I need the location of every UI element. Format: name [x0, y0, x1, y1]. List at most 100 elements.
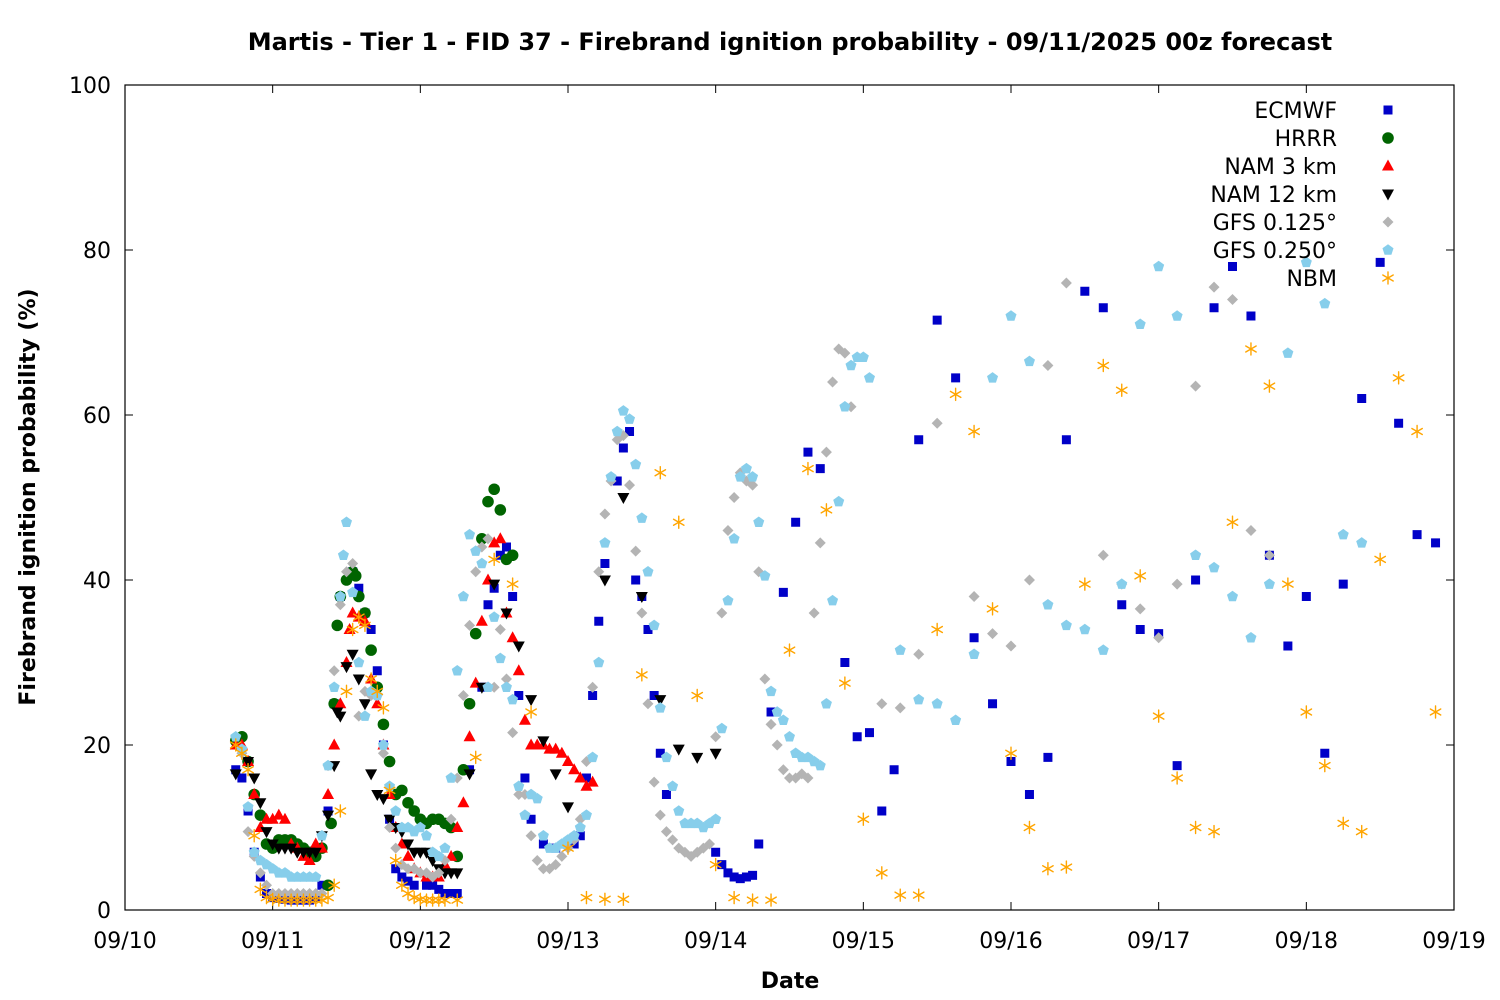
data-point-nbm [1245, 342, 1257, 356]
data-point-nam-3-km [463, 730, 476, 742]
data-point-nam-3-km [272, 808, 285, 820]
data-point-gfs-0-125 [384, 822, 396, 833]
data-point-gfs-0-125 [531, 855, 543, 866]
data-point-ecmwf [1024, 790, 1034, 799]
data-point-ecmwf [428, 880, 438, 890]
data-point-gfs-0-125 [667, 834, 679, 846]
data-point-nbm [426, 893, 439, 907]
data-point-ecmwf [889, 765, 899, 775]
data-point-ecmwf [618, 443, 628, 453]
data-point-nam-3-km [549, 742, 562, 754]
data-point-nam-3-km [580, 779, 593, 791]
data-point-gfs-0-250 [340, 516, 353, 527]
data-point-gfs-0-250 [863, 372, 875, 383]
data-point-nam-12-km [229, 769, 242, 781]
x-tick-label: 09/13 [536, 929, 599, 954]
data-point-nbm [1226, 515, 1239, 529]
data-point-nbm [389, 853, 402, 868]
data-point-ecmwf [1246, 311, 1256, 321]
data-point-gfs-0-125 [704, 838, 716, 850]
data-point-hrrr [494, 504, 507, 516]
data-point-ecmwf [1043, 752, 1053, 762]
data-point-nbm [1060, 860, 1073, 874]
data-point-ecmwf [520, 773, 530, 783]
data-point-nam-12-km [285, 843, 298, 855]
data-point-nbm [802, 461, 814, 476]
data-point-ecmwf [1080, 286, 1090, 296]
data-point-ecmwf [655, 748, 665, 758]
data-point-gfs-0-250 [1300, 256, 1312, 268]
data-point-gfs-0-250 [913, 693, 925, 705]
data-point-nbm [1042, 862, 1054, 876]
data-point-gfs-0-125 [1134, 603, 1146, 615]
data-point-ecmwf [1191, 575, 1201, 585]
data-point-gfs-0-250 [337, 549, 349, 560]
data-point-gfs-0-125 [1042, 360, 1054, 371]
data-point-ecmwf [1375, 257, 1385, 267]
data-point-gfs-0-125 [494, 624, 506, 635]
data-point-nbm [371, 684, 384, 699]
data-point-gfs-0-125 [654, 809, 666, 821]
data-point-gfs-0-125 [747, 479, 759, 491]
data-point-gfs-0-125 [433, 867, 445, 879]
data-point-ecmwf [754, 839, 764, 849]
data-point-gfs-0-125 [777, 764, 789, 776]
data-point-nbm [672, 515, 685, 529]
data-point-gfs-0-125 [1171, 578, 1183, 590]
data-point-ecmwf [1135, 625, 1145, 634]
data-point-nbm [236, 746, 248, 760]
data-point-gfs-0-125 [630, 545, 642, 557]
data-point-nbm [728, 890, 741, 905]
data-point-ecmwf [514, 691, 524, 700]
data-point-nbm [894, 888, 907, 902]
data-point-ecmwf [735, 874, 745, 884]
data-point-gfs-0-125 [254, 867, 266, 879]
data-point-nbm [365, 672, 378, 686]
data-point-nbm [352, 610, 365, 624]
legend-marker [1382, 271, 1394, 285]
data-point-gfs-0-250 [328, 681, 340, 692]
data-point-gfs-0-125 [660, 826, 672, 838]
data-point-gfs-0-250 [1097, 644, 1109, 655]
data-point-gfs-0-250 [1208, 561, 1220, 573]
data-point-gfs-0-125 [507, 727, 519, 739]
data-point-ecmwf [1209, 303, 1219, 313]
data-point-nam-3-km [303, 854, 316, 865]
data-point-gfs-0-125 [525, 830, 537, 842]
data-point-nam-12-km [537, 736, 550, 748]
legend-marker [1382, 132, 1394, 144]
data-point-nbm [506, 577, 519, 591]
data-point-gfs-0-125 [820, 446, 832, 458]
data-point-gfs-0-250 [1134, 318, 1146, 329]
data-point-ecmwf [864, 728, 874, 738]
data-point-gfs-0-250 [1060, 619, 1072, 631]
data-point-gfs-0-125 [968, 591, 980, 602]
data-point-gfs-0-125 [765, 718, 777, 730]
data-point-ecmwf [409, 880, 419, 890]
data-point-gfs-0-250 [667, 780, 679, 791]
data-point-gfs-0-125 [1190, 380, 1202, 392]
data-point-nam-12-km [463, 769, 476, 781]
data-point-gfs-0-125 [457, 690, 469, 701]
data-point-gfs-0-250 [439, 842, 451, 853]
data-point-nam-3-km [488, 536, 501, 548]
data-point-gfs-0-125 [334, 599, 346, 611]
data-point-nbm [838, 676, 851, 690]
data-point-gfs-0-250 [747, 471, 759, 482]
data-point-nbm [1005, 746, 1017, 760]
data-point-gfs-0-250 [722, 594, 734, 606]
data-point-nbm [260, 890, 273, 905]
data-point-nam-3-km [248, 788, 261, 799]
data-point-ecmwf [932, 315, 942, 325]
data-point-gfs-0-250 [494, 652, 506, 664]
data-point-gfs-0-125 [1227, 294, 1238, 305]
data-point-nam-12-km [340, 662, 353, 674]
data-point-gfs-0-125 [827, 376, 839, 388]
data-point-hrrr [365, 644, 377, 656]
data-point-gfs-0-125 [347, 558, 359, 569]
series-nam-12-km [229, 493, 722, 880]
data-point-gfs-0-250 [611, 425, 623, 437]
data-point-ecmwf [649, 691, 659, 700]
data-point-gfs-0-250 [470, 545, 482, 556]
data-point-gfs-0-250 [316, 829, 328, 841]
